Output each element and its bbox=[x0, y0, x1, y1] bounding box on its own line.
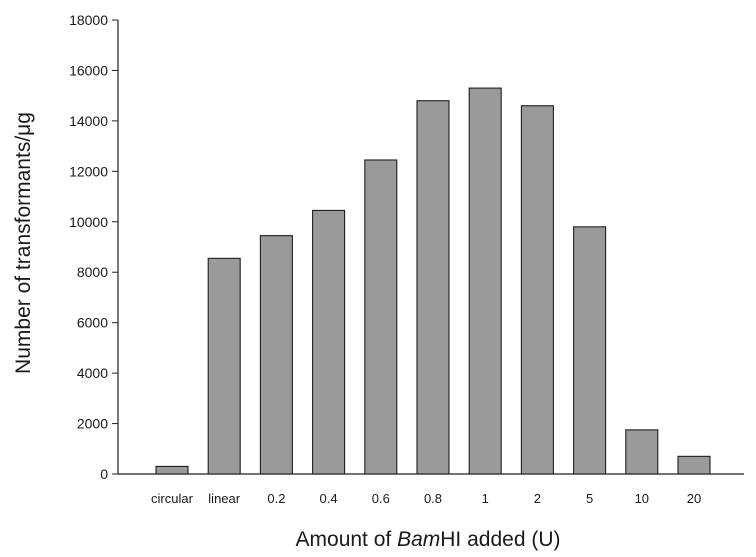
y-tick-label: 0 bbox=[100, 466, 108, 482]
x-tick-label: 20 bbox=[687, 491, 701, 506]
bar-0-6 bbox=[364, 159, 398, 475]
x-tick-label: 0.6 bbox=[372, 491, 390, 506]
x-tick-label: linear bbox=[208, 491, 240, 506]
x-tick-label: 0.2 bbox=[267, 491, 285, 506]
bar-0-4 bbox=[312, 209, 346, 475]
y-tick-label: 2000 bbox=[77, 416, 108, 432]
x-tick-label: circular bbox=[151, 491, 194, 506]
x-tick-label: 2 bbox=[534, 491, 541, 506]
bar-linear bbox=[207, 257, 241, 475]
y-tick-label: 6000 bbox=[77, 315, 108, 331]
y-axis-title: Number of transformants/μg bbox=[12, 112, 35, 374]
y-axis: 0 2000 4000 6000 8000 10000 12000 14000 16000 180… bbox=[69, 12, 119, 482]
x-tick-labels: circular linear 0.2 0.4 0.6 0.8 1 2 5 10 20 bbox=[151, 491, 701, 506]
x-axis-title-italic: Bam bbox=[397, 528, 440, 551]
bar-1 bbox=[468, 87, 502, 475]
bars bbox=[155, 87, 711, 475]
y-tick-label: 18000 bbox=[69, 12, 108, 28]
x-axis-title-prefix: Amount of bbox=[296, 528, 398, 551]
x-tick-label: 0.8 bbox=[424, 491, 442, 506]
bar-0-8 bbox=[416, 100, 450, 475]
x-tick-label: 5 bbox=[586, 491, 593, 506]
bar-5 bbox=[573, 226, 607, 475]
x-axis-title-suffix: HI added (U) bbox=[440, 528, 560, 551]
y-tick-label: 8000 bbox=[77, 264, 108, 280]
y-tick-label: 10000 bbox=[69, 214, 108, 230]
x-axis-title: Amount of BamHI added (U) bbox=[296, 528, 561, 551]
y-tick-label: 4000 bbox=[77, 365, 108, 381]
y-tick-label: 12000 bbox=[69, 163, 108, 179]
y-tick-label: 16000 bbox=[69, 62, 108, 78]
bar-circular bbox=[155, 465, 189, 475]
y-tick-label: 14000 bbox=[69, 113, 108, 129]
x-tick-label: 10 bbox=[635, 491, 649, 506]
x-tick-label: 0.4 bbox=[320, 491, 338, 506]
bar-2 bbox=[520, 105, 554, 475]
x-tick-label: 1 bbox=[482, 491, 489, 506]
bar-0-2 bbox=[259, 235, 293, 475]
bar-10 bbox=[625, 429, 659, 475]
bar-20 bbox=[677, 455, 711, 475]
